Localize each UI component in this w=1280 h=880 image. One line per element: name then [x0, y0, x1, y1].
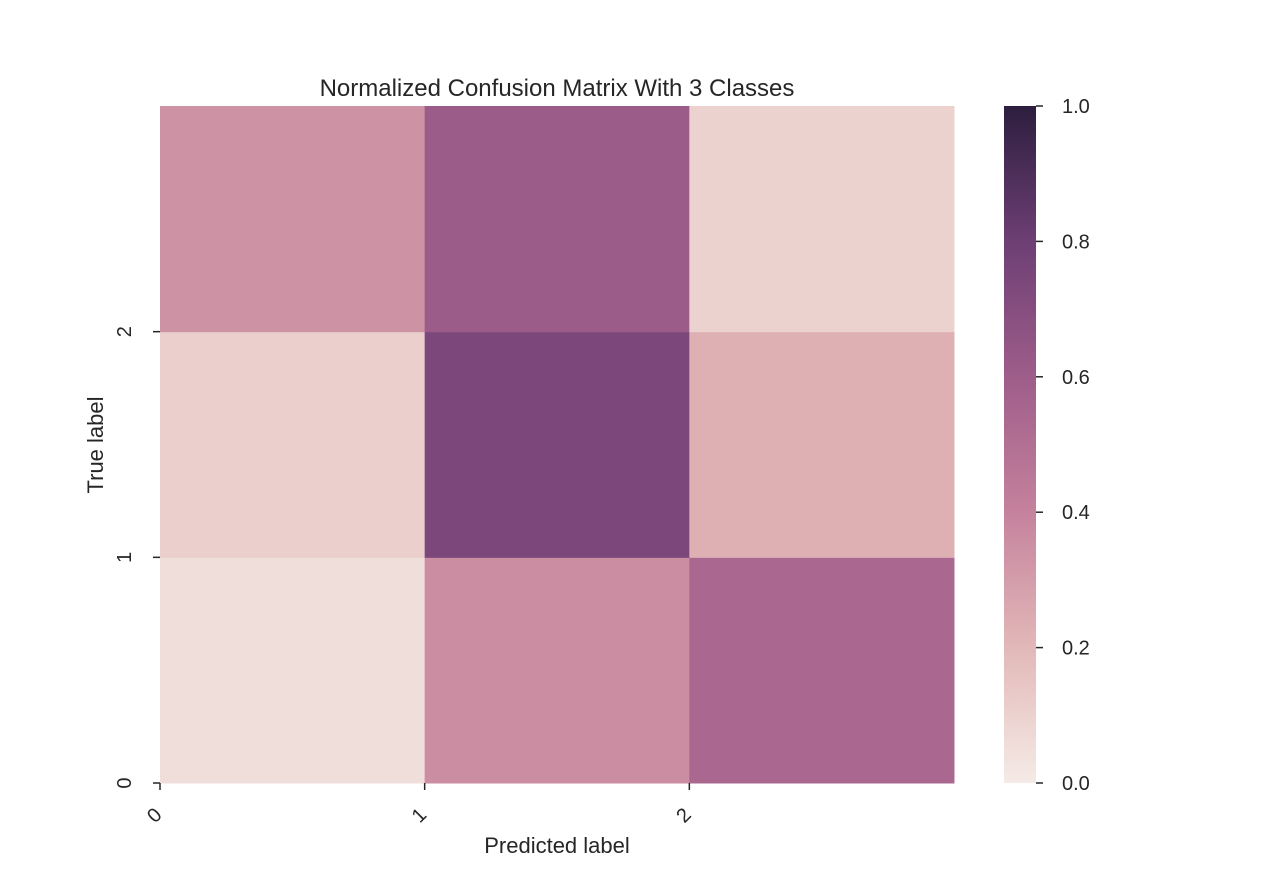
heatmap-cell-true-1-pred-1: [424, 331, 690, 558]
x-axis: 0 1 2: [143, 783, 696, 827]
colorbar-tick-label: 0.2: [1062, 638, 1090, 660]
colorbar-tick-label: 0.8: [1062, 231, 1090, 253]
x-tick-label: 1: [408, 804, 431, 827]
colorbar-tick-label: 1.0: [1062, 96, 1090, 118]
colorbar-axis: 0.0 0.2 0.4 0.6 0.8 1.0: [1036, 96, 1090, 795]
y-axis: 0 1 2: [114, 326, 160, 789]
heatmap-cell-true-0-pred-0: [160, 557, 426, 784]
y-axis-label: True label: [83, 396, 108, 493]
heatmap-cell-true-2-pred-1: [424, 106, 690, 333]
colorbar-tick-label: 0.6: [1062, 367, 1090, 389]
x-tick-label: 0: [143, 804, 166, 827]
heatmap-cell-true-2-pred-0: [160, 106, 426, 333]
y-tick-label: 1: [114, 552, 136, 563]
y-tick-label: 2: [114, 326, 136, 337]
colorbar-tick-label: 0.0: [1062, 773, 1090, 795]
colorbar: [1004, 106, 1036, 783]
x-tick-label: 2: [672, 804, 695, 827]
heatmap-cell-true-1-pred-0: [160, 331, 426, 558]
chart-title: Normalized Confusion Matrix With 3 Class…: [320, 75, 795, 102]
heatmap-cell-true-0-pred-1: [424, 557, 690, 784]
y-tick-label: 0: [114, 777, 136, 788]
heatmap-cell-true-2-pred-2: [689, 106, 955, 333]
colorbar-tick-label: 0.4: [1062, 502, 1090, 524]
heatmap-cells: [160, 106, 955, 784]
heatmap-cell-true-0-pred-2: [689, 557, 955, 784]
heatmap-cell-true-1-pred-2: [689, 331, 955, 558]
x-axis-label: Predicted label: [484, 833, 630, 858]
